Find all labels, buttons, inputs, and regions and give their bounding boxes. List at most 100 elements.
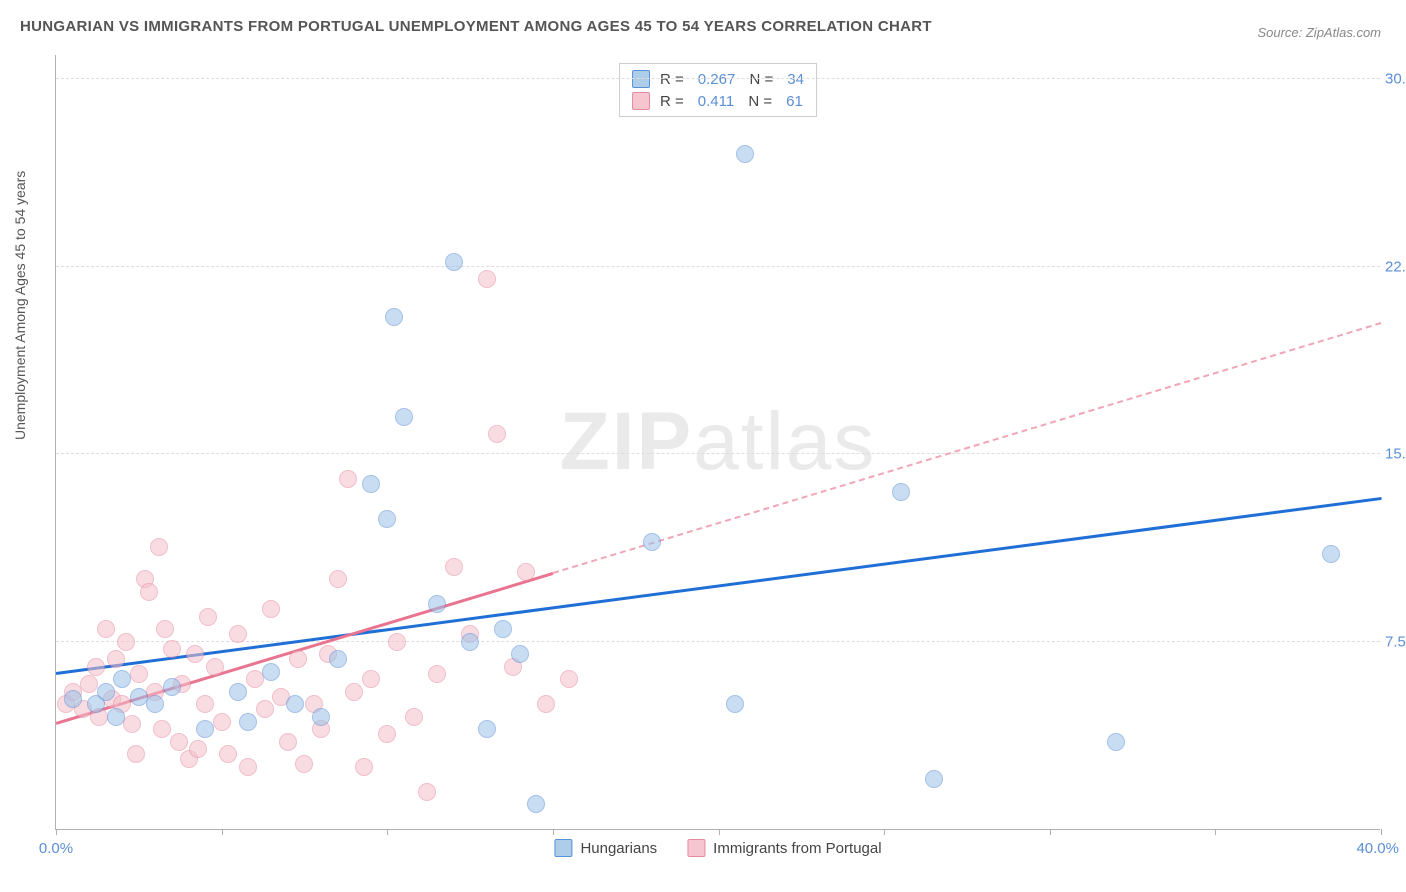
correlation-legend: R =0.267 N =34 R =0.411 N =61 [619,63,817,117]
data-point [196,720,214,738]
data-point [239,758,257,776]
gridline [56,78,1380,79]
data-point [445,253,463,271]
x-tick [719,829,720,835]
data-point [494,620,512,638]
data-point [1107,733,1125,751]
data-point [329,650,347,668]
data-point [892,483,910,501]
data-point [428,595,446,613]
data-point [206,658,224,676]
data-point [262,663,280,681]
data-point [130,665,148,683]
data-point [97,683,115,701]
data-point [329,570,347,588]
data-point [156,620,174,638]
data-point [362,670,380,688]
data-point [286,695,304,713]
series-legend: Hungarians Immigrants from Portugal [554,839,881,857]
chart-container: HUNGARIAN VS IMMIGRANTS FROM PORTUGAL UN… [0,0,1406,892]
data-point [345,683,363,701]
data-point [213,713,231,731]
x-tick [1050,829,1051,835]
gridline [56,641,1380,642]
data-point [478,270,496,288]
data-point [405,708,423,726]
swatch-pink [687,839,705,857]
data-point [153,720,171,738]
data-point [925,770,943,788]
data-point [295,755,313,773]
x-tick [387,829,388,835]
data-point [146,695,164,713]
source-attribution: Source: ZipAtlas.com [1257,25,1381,40]
data-point [196,695,214,713]
data-point [170,733,188,751]
x-tick [553,829,554,835]
y-axis-label: Unemployment Among Ages 45 to 54 years [12,171,28,440]
data-point [362,475,380,493]
data-point [643,533,661,551]
data-point [279,733,297,751]
swatch-pink [632,92,650,110]
data-point [461,633,479,651]
y-tick-label: 22.5% [1385,258,1406,275]
data-point [312,708,330,726]
data-point [726,695,744,713]
data-point [239,713,257,731]
swatch-blue [632,70,650,88]
swatch-blue [554,839,572,857]
data-point [262,600,280,618]
data-point [537,695,555,713]
data-point [246,670,264,688]
data-point [127,745,145,763]
gridline [56,453,1380,454]
data-point [107,650,125,668]
x-tick [1381,829,1382,835]
data-point [97,620,115,638]
data-point [163,640,181,658]
watermark: ZIPatlas [560,395,877,489]
data-point [163,678,181,696]
data-point [117,633,135,651]
x-tick-label: 40.0% [1356,840,1399,857]
data-point [123,715,141,733]
data-point [64,690,82,708]
legend-item-hungarians: Hungarians [554,839,657,857]
data-point [355,758,373,776]
data-point [418,783,436,801]
legend-row: R =0.267 N =34 [632,68,804,90]
trend-line [553,322,1382,574]
data-point [186,645,204,663]
y-tick-label: 7.5% [1385,633,1406,650]
data-point [219,745,237,763]
y-tick-label: 30.0% [1385,71,1406,88]
x-tick [1215,829,1216,835]
data-point [527,795,545,813]
data-point [229,683,247,701]
data-point [395,408,413,426]
x-tick [222,829,223,835]
plot-area: ZIPatlas R =0.267 N =34 R =0.411 N =61 H… [55,55,1380,830]
data-point [130,688,148,706]
chart-title: HUNGARIAN VS IMMIGRANTS FROM PORTUGAL UN… [20,18,932,35]
data-point [256,700,274,718]
data-point [517,563,535,581]
data-point [87,658,105,676]
x-tick [56,829,57,835]
data-point [229,625,247,643]
data-point [385,308,403,326]
data-point [736,145,754,163]
data-point [378,510,396,528]
data-point [511,645,529,663]
data-point [388,633,406,651]
data-point [378,725,396,743]
legend-item-portugal: Immigrants from Portugal [687,839,881,857]
y-tick-label: 15.0% [1385,446,1406,463]
data-point [1322,545,1340,563]
data-point [107,708,125,726]
data-point [113,670,131,688]
gridline [56,266,1380,267]
x-tick [884,829,885,835]
data-point [445,558,463,576]
